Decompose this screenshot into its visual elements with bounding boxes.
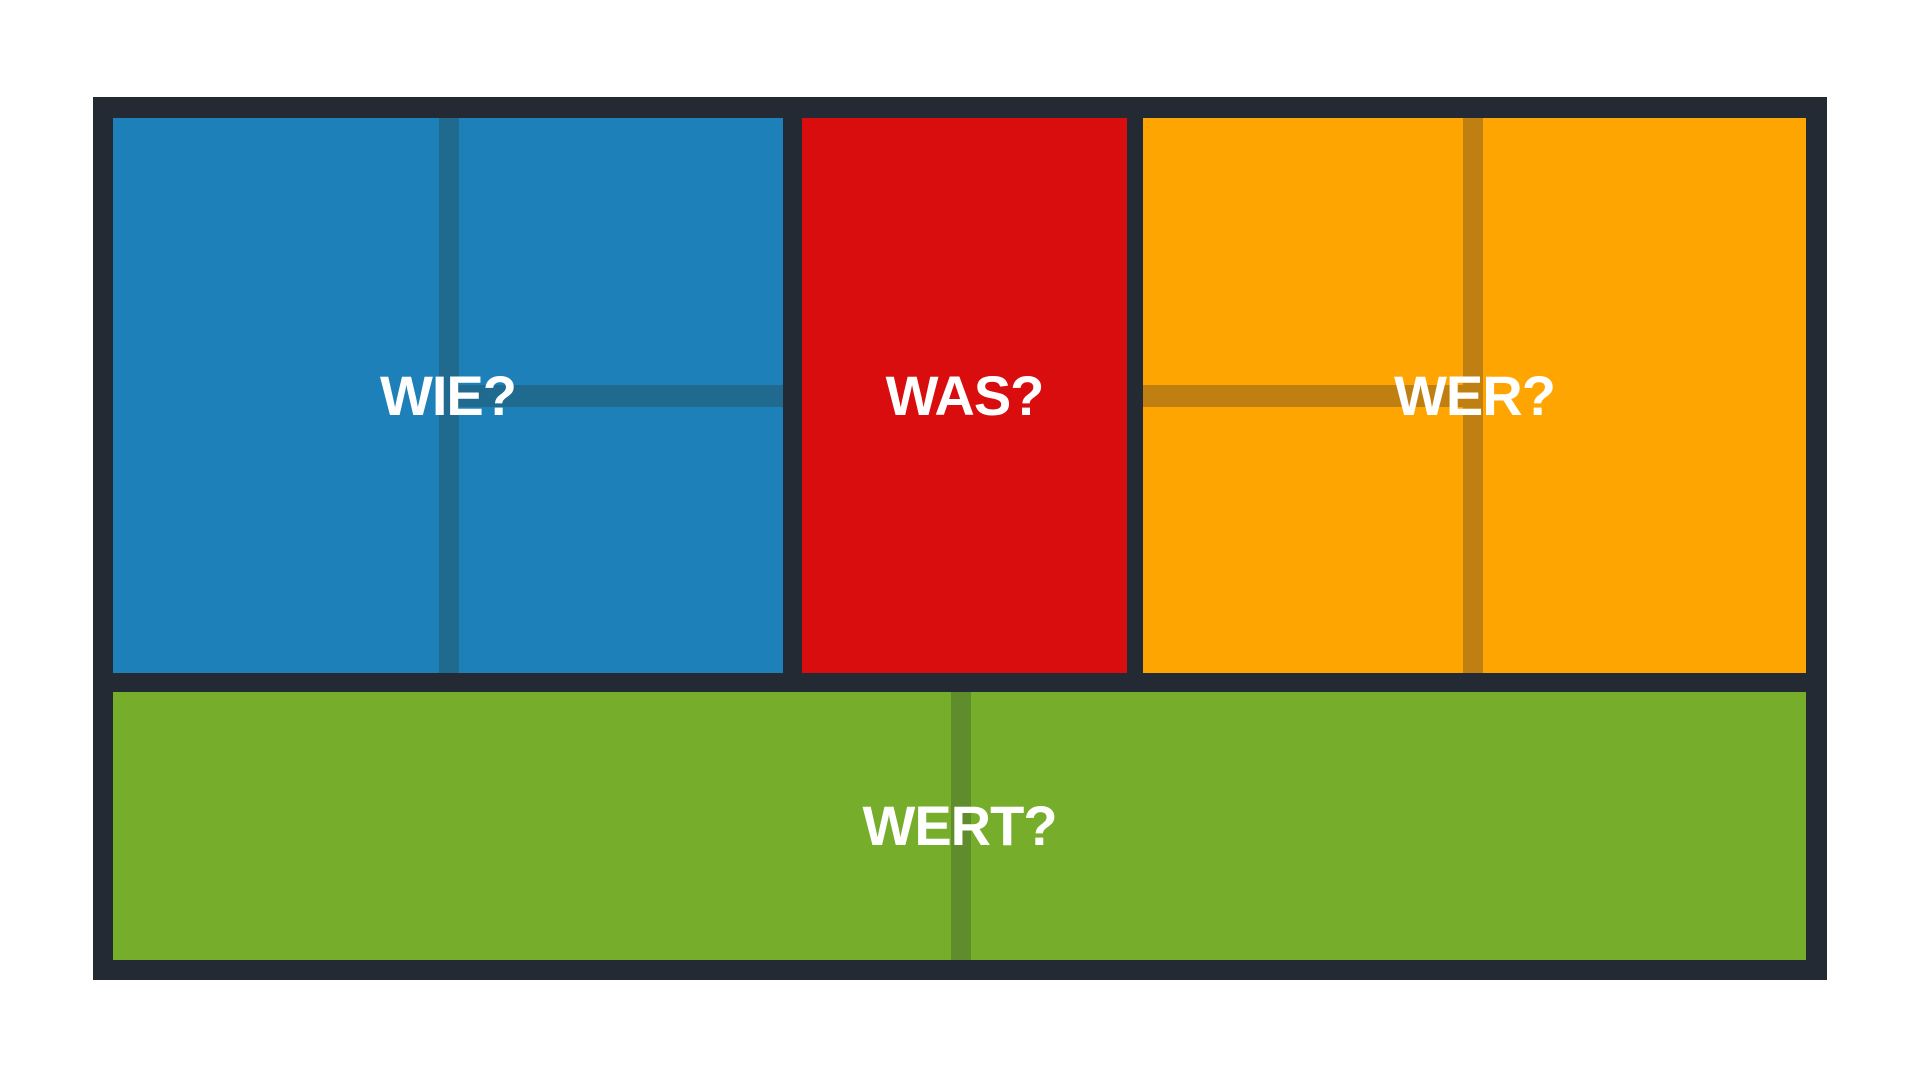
block-wert: WERT? xyxy=(113,692,1806,960)
canvas-frame: WIE? WAS? WER? WERT? xyxy=(93,97,1827,980)
block-wie: WIE? xyxy=(113,118,783,673)
wer-label: WER? xyxy=(1394,363,1556,427)
wert-vertical-divider xyxy=(951,692,971,960)
wie-horizontal-divider xyxy=(439,385,783,407)
wert-label: WERT? xyxy=(862,794,1057,857)
block-wer: WER? xyxy=(1143,118,1806,673)
wer-horizontal-divider xyxy=(1143,385,1483,407)
was-label: WAS? xyxy=(885,363,1045,427)
block-was: WAS? xyxy=(802,118,1127,673)
wie-label: WIE? xyxy=(380,363,517,427)
